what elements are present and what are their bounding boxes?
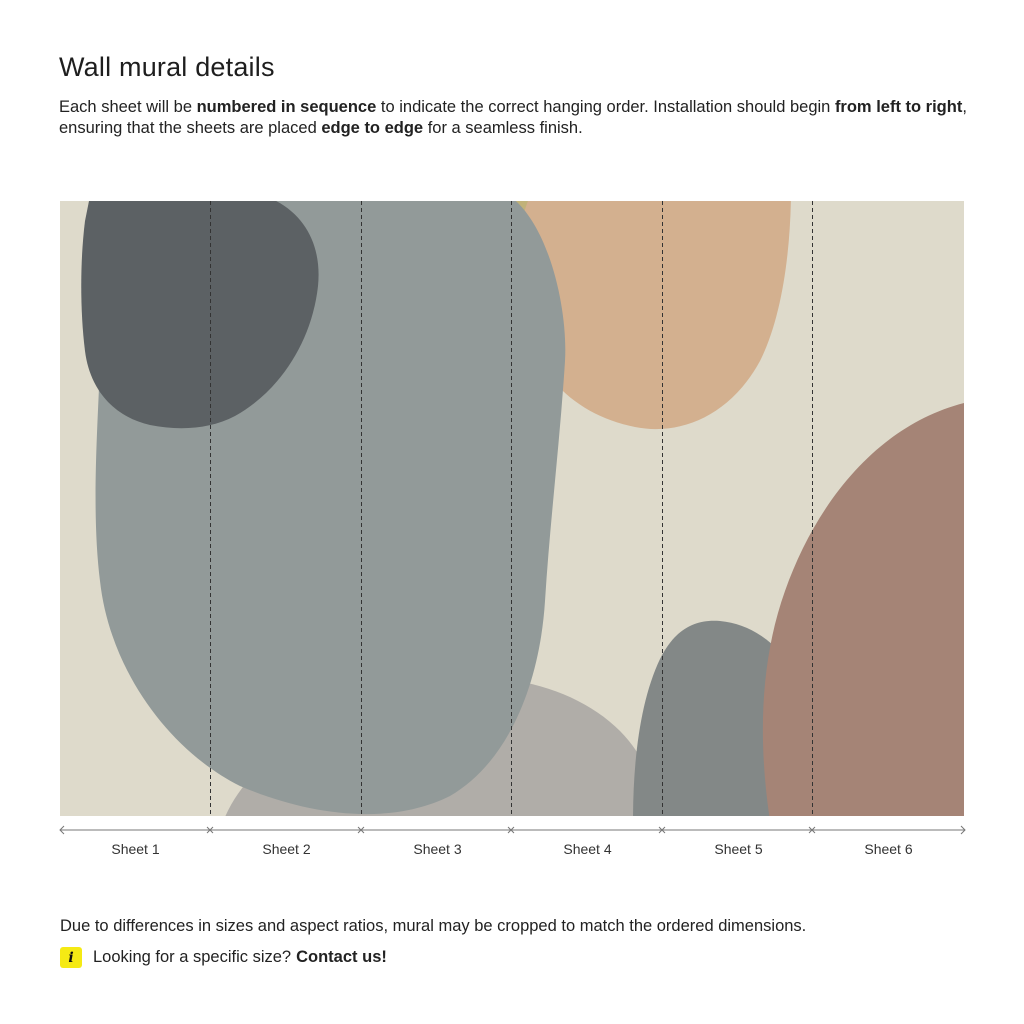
cropping-note: Due to differences in sizes and aspect r…	[60, 917, 807, 935]
sheet-label-1: Sheet 1	[111, 841, 160, 857]
sheet-dividers	[210, 201, 813, 816]
intro-paragraph: Each sheet will be numbered in sequence …	[59, 97, 989, 139]
scale-tick-1-icon	[206, 826, 214, 834]
mural-dark-slate-shape	[81, 201, 319, 429]
sheet-label-6: Sheet 6	[864, 841, 913, 857]
scale-tick-3-icon	[507, 826, 515, 834]
scale-tick-5-icon	[808, 826, 816, 834]
intro-bold-direction: from left to right	[834, 98, 963, 116]
sheet-width-scale	[59, 825, 966, 835]
intro-text-1: Each sheet will be	[59, 98, 197, 116]
intro-bold-edge: edge to edge	[321, 119, 424, 137]
mural-peach-shape	[514, 201, 791, 430]
contact-row: i Looking for a specific size? Contact u…	[60, 947, 387, 968]
size-question: Looking for a specific size?	[93, 948, 292, 966]
sheet-label-2: Sheet 2	[262, 841, 311, 857]
scale-arrow-right-icon	[960, 825, 966, 835]
page-title: Wall mural details	[59, 52, 275, 82]
intro-text-4: for a seamless finish.	[423, 119, 583, 137]
mural-preview	[60, 201, 964, 816]
intro-text-2: to indicate the correct hanging order. I…	[376, 98, 835, 116]
intro-text-3: , ensuring that the sheets are placed	[59, 98, 967, 137]
sheet-label-5: Sheet 5	[714, 841, 763, 857]
mural-slate-shape	[633, 620, 795, 816]
intro-bold-numbered: numbered in sequence	[196, 98, 377, 116]
info-icon: i	[60, 947, 82, 968]
scale-tick-4-icon	[658, 826, 666, 834]
sheet-label-3: Sheet 3	[413, 841, 462, 857]
sheet-label-4: Sheet 4	[563, 841, 612, 857]
mural-rose-brown-shape	[762, 403, 964, 816]
scale-arrow-left-icon	[59, 825, 65, 835]
contact-us-link[interactable]: Contact us!	[296, 948, 387, 966]
scale-tick-2-icon	[357, 826, 365, 834]
